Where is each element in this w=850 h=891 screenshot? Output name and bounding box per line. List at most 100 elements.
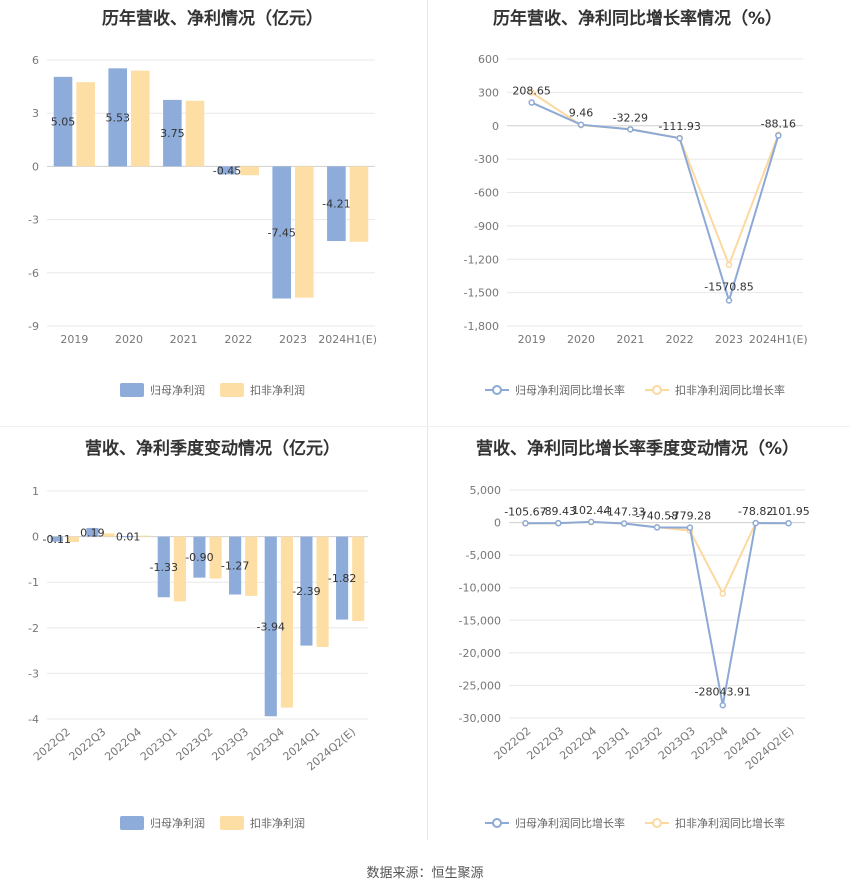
bar [300, 536, 313, 646]
line-point [719, 702, 727, 709]
bar-data-label: 0.01 [116, 530, 141, 543]
series-line [531, 101, 780, 304]
point-data-label: 208.65 [512, 85, 551, 98]
point-data-label: 102.44 [572, 504, 611, 517]
bar [240, 166, 259, 176]
bar [193, 536, 206, 578]
legend-marker [652, 385, 662, 395]
y-tick-label: -5,000 [466, 549, 501, 562]
legend-label: 归母净利润 [150, 816, 205, 830]
x-tick-label: 2024H1(E) [749, 333, 808, 346]
y-tick-label: 0 [494, 517, 501, 530]
x-tick-label: 2023Q2 [174, 725, 216, 763]
point-data-label: -147.33 [603, 506, 645, 519]
y-tick-label: 5,000 [470, 484, 502, 497]
point-data-label: -779.28 [669, 510, 711, 523]
bar-data-label: -0.11 [43, 533, 71, 546]
quarterly-profit-svg: 1 0 -1 -2 -3 -42022Q22022Q32022Q42023Q12023Q2… [28, 485, 368, 830]
line-point [775, 132, 782, 139]
y-tick-label: -10,000 [459, 582, 501, 595]
bar-data-label: -7.45 [267, 226, 295, 239]
line-point [653, 524, 661, 531]
x-tick-label: 2022Q2 [31, 725, 73, 763]
y-tick-label: -900 [474, 220, 499, 233]
chart-title: 历年营收、净利情况（亿元） [102, 9, 323, 29]
y-tick-label: -25,000 [459, 679, 501, 692]
chart-title: 历年营收、净利同比增长率情况（%） [492, 9, 783, 29]
x-tick-label: 2023 [715, 333, 743, 346]
bar [352, 536, 365, 621]
bar [163, 99, 182, 167]
y-tick-label: -6 [28, 267, 39, 280]
x-tick-label: 2021 [616, 333, 644, 346]
x-tick-label: 2022Q4 [102, 725, 144, 763]
y-tick-label: -1 [28, 576, 39, 589]
point-data-label: -1570.85 [704, 281, 753, 294]
line-point [725, 297, 733, 304]
line-point [725, 261, 733, 269]
annual-profit-svg: 6 3 0 -3 -6 -9 2019 2020 2021 2022 2023 2024H1(E) 5.… [28, 54, 377, 397]
bar-data-label: 3.75 [160, 127, 185, 140]
bar [122, 536, 135, 538]
bar-data-label: -1.82 [328, 572, 356, 585]
chart-title: 营收、净利同比增长率季度变动情况（%） [475, 439, 800, 459]
bar [50, 536, 63, 542]
line-point [587, 518, 595, 526]
bar [327, 166, 346, 242]
point-data-label: -740.58 [636, 509, 678, 522]
point-data-label: -32.29 [613, 111, 648, 124]
line-point [577, 121, 585, 128]
bar-data-label: -4.21 [322, 198, 350, 211]
legend-label: 扣非净利润 [250, 383, 305, 397]
bar [102, 533, 115, 537]
annual-profit-chart: 历年营收、净利情况（亿元） 6 3 0 -3 -6 -9 2019 2020 2021 2022 2… [0, 0, 425, 430]
y-tick-label: -1,200 [464, 253, 499, 266]
y-tick-label: -15,000 [459, 614, 501, 627]
line-point [528, 89, 535, 96]
series-line [525, 520, 789, 706]
legend-swatch [220, 383, 244, 397]
y-tick-label: -20,000 [459, 647, 501, 660]
bar [209, 536, 222, 579]
y-tick-label: -600 [474, 187, 499, 200]
bar-data-label: 0.19 [80, 526, 105, 539]
bar [173, 536, 186, 602]
line-point [719, 590, 727, 597]
line-point [528, 99, 535, 106]
y-tick-label: 600 [478, 53, 499, 66]
x-tick-label: 2019 [518, 333, 546, 346]
line-point [522, 520, 529, 527]
legend-label: 扣非净利润同比增长率 [675, 816, 785, 830]
bar [349, 166, 369, 242]
annual-growth-chart: 历年营收、净利同比增长率情况（%） 600 300 0 -300 -600 -900 -1,… [425, 0, 850, 430]
point-data-label: -28043.91 [695, 685, 751, 698]
x-tick-label: 2023Q3 [209, 725, 251, 763]
bar-data-label: 5.53 [105, 111, 130, 124]
y-tick-label: -4 [28, 713, 39, 726]
legend-swatch [120, 816, 144, 830]
bar [53, 76, 73, 167]
x-tick-label: 2023Q1 [138, 725, 180, 763]
y-tick-label: -2 [28, 622, 39, 635]
y-tick-label: 0 [492, 120, 499, 133]
y-tick-label: 300 [478, 86, 499, 99]
line-point [620, 520, 628, 527]
y-tick-label: -1,800 [464, 320, 499, 333]
bar [138, 535, 151, 537]
vertical-divider [427, 0, 428, 840]
point-data-label: -111.93 [658, 120, 700, 133]
legend-swatch [120, 383, 144, 397]
point-data-label: -89.43 [541, 505, 576, 518]
bar-data-label: -2.39 [292, 585, 320, 598]
y-tick-label: 6 [32, 54, 39, 67]
line-point [686, 524, 694, 531]
line-point [676, 134, 683, 142]
point-data-label: -88.16 [761, 118, 796, 131]
legend-marker [652, 818, 662, 828]
bar [280, 536, 293, 708]
point-data-label: -78.82 [738, 505, 773, 518]
legend-swatch [220, 816, 244, 830]
horizontal-divider [0, 426, 850, 427]
y-tick-label: -3 [28, 214, 39, 227]
bar [316, 536, 329, 647]
